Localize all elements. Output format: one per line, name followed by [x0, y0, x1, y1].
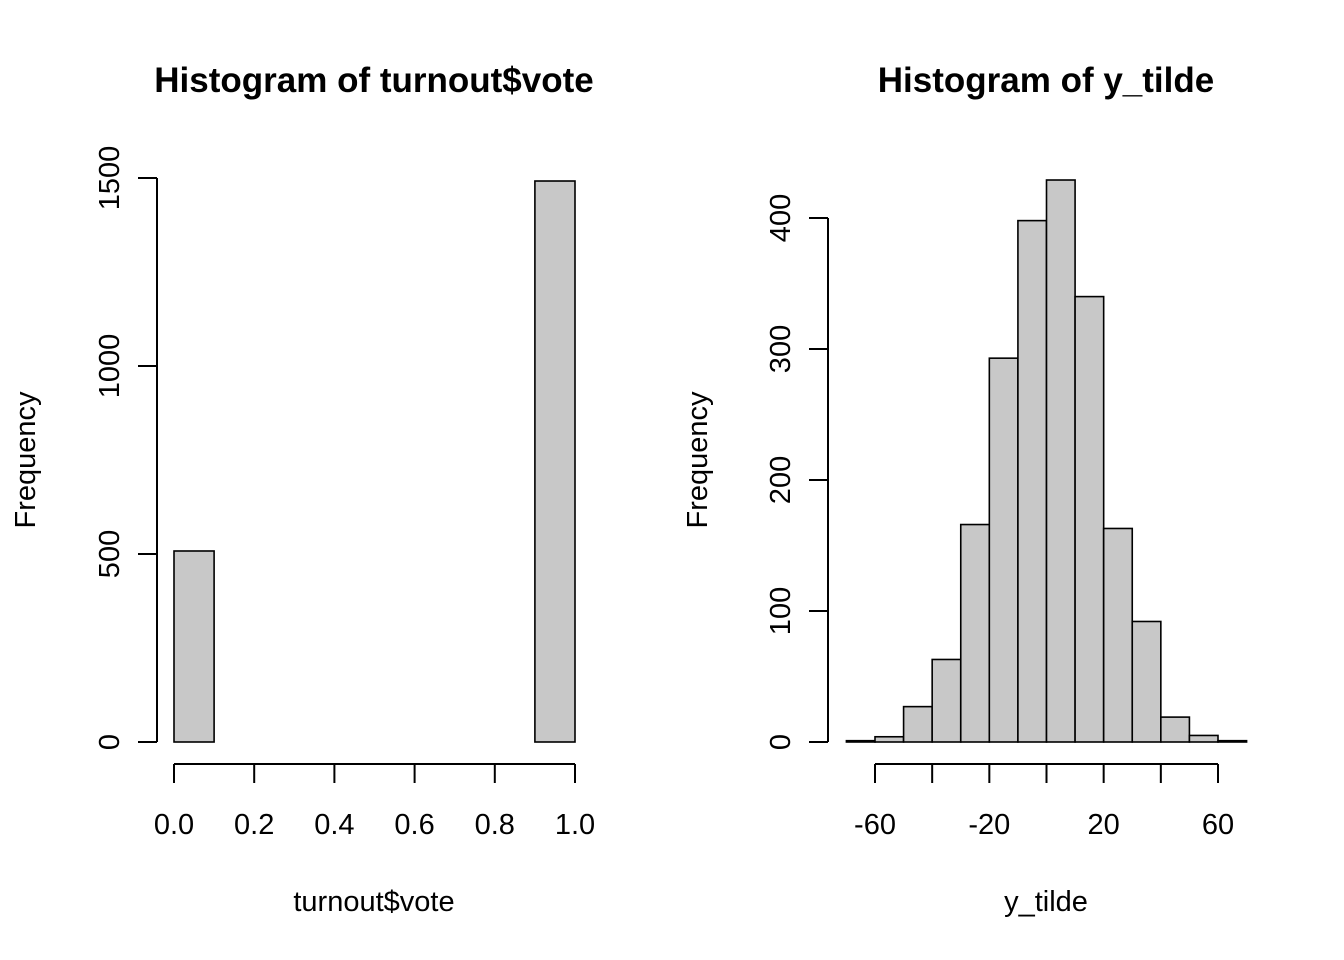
y-tick-label: 1500 [94, 146, 126, 211]
histogram-bar [1045, 179, 1076, 743]
y-tick-label: 1000 [94, 334, 126, 399]
histogram-bar [1188, 734, 1219, 743]
histogram-bar [534, 180, 576, 743]
y-tick-label: 500 [94, 530, 126, 578]
histogram-bar [1131, 620, 1162, 743]
histogram-bar [1160, 716, 1191, 743]
histogram-bar [959, 523, 991, 743]
histogram-bar [1217, 739, 1248, 743]
x-tick-label: 1.0 [555, 809, 595, 841]
x-tick-label: -20 [968, 809, 1010, 841]
y-tick-label: 400 [765, 194, 797, 242]
histogram-bar [874, 735, 905, 743]
bars [845, 179, 1248, 743]
y-axis: 0 100 200 300 400 [765, 194, 829, 750]
x-tick-label: 0.4 [314, 809, 354, 841]
histogram-bar [1017, 219, 1048, 743]
x-tick-label: 20 [1088, 809, 1120, 841]
y-tick-label: 200 [765, 456, 797, 504]
y-tick-label: 0 [765, 734, 797, 750]
histogram-bar [173, 550, 215, 743]
x-tick-label: 0.2 [234, 809, 274, 841]
x-tick-label: 60 [1202, 809, 1234, 841]
x-axis: 0.0 0.2 0.4 0.6 0.8 1.0 [154, 763, 595, 841]
y-axis-label: Frequency [10, 391, 42, 529]
x-axis: -60 -20 20 60 [854, 763, 1234, 841]
y-tick-label: 100 [765, 587, 797, 635]
histogram-bar [988, 357, 1019, 743]
x-tick-label: 0.0 [154, 809, 194, 841]
y-tick-label: 0 [94, 734, 126, 750]
histogram-panel-y-tilde: Histogram of y_tilde y_tilde Frequency -… [682, 61, 1248, 918]
histogram-panel-turnout-vote: Histogram of turnout$vote turnout$vote F… [10, 61, 595, 918]
x-axis-label: turnout$vote [293, 886, 454, 918]
chart-title: Histogram of y_tilde [878, 61, 1214, 100]
histogram-bar [1074, 295, 1105, 743]
y-axis-label: Frequency [682, 391, 714, 529]
y-tick-label: 300 [765, 325, 797, 373]
x-tick-label: 0.8 [475, 809, 515, 841]
y-axis: 0 500 1000 1500 [94, 146, 158, 750]
x-tick-label: 0.6 [394, 809, 434, 841]
histogram-bar [931, 658, 962, 743]
histogram-bar [1102, 527, 1134, 743]
x-tick-label: -60 [854, 809, 896, 841]
histogram-bar [845, 739, 876, 743]
chart-title: Histogram of turnout$vote [154, 61, 593, 100]
histogram-bar [902, 705, 933, 743]
bars [173, 180, 576, 743]
x-axis-label: y_tilde [1004, 886, 1088, 918]
